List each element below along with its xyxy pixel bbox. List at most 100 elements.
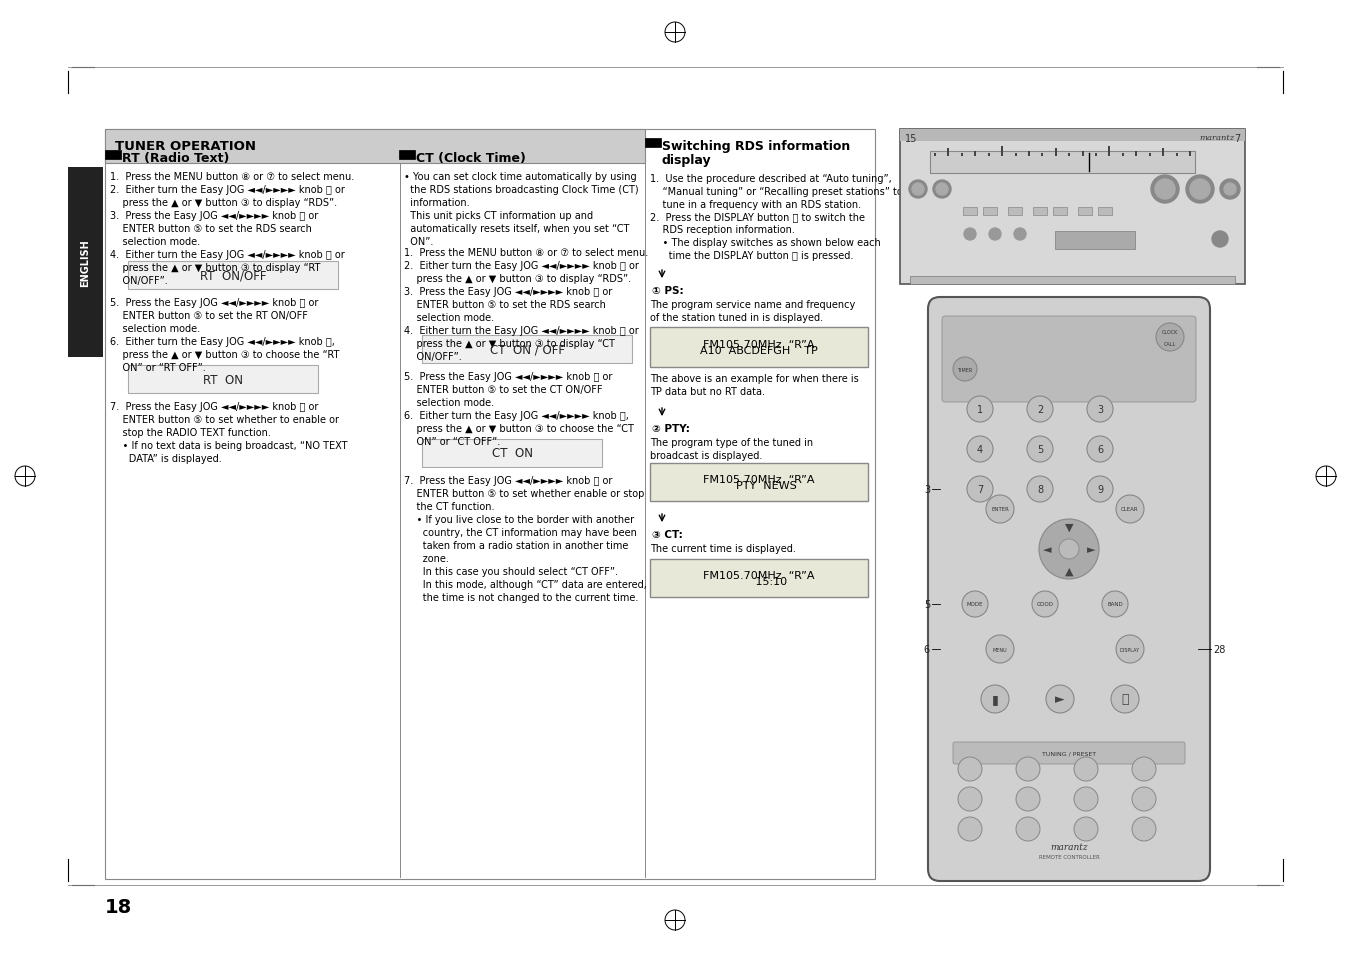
Circle shape xyxy=(1116,496,1144,523)
Text: ►: ► xyxy=(1055,693,1065,706)
Circle shape xyxy=(1015,229,1025,241)
Text: A10  ABCDEFGH    TP: A10 ABCDEFGH TP xyxy=(700,346,817,355)
Circle shape xyxy=(1074,787,1098,811)
Text: GOOD: GOOD xyxy=(1036,602,1054,607)
Text: 15:10: 15:10 xyxy=(731,577,788,586)
Text: ◄: ◄ xyxy=(1043,544,1051,555)
Text: CT  ON: CT ON xyxy=(492,447,532,460)
Circle shape xyxy=(1039,519,1098,579)
Text: REMOTE CONTROLLER: REMOTE CONTROLLER xyxy=(1039,855,1100,860)
Circle shape xyxy=(958,787,982,811)
Text: PTY  NEWS: PTY NEWS xyxy=(721,480,796,491)
Text: MODE: MODE xyxy=(967,602,984,607)
Text: CALL: CALL xyxy=(1163,341,1177,346)
FancyBboxPatch shape xyxy=(928,297,1210,882)
Circle shape xyxy=(909,181,927,199)
Text: 1.  Use the procedure described at “Auto tuning”,
    “Manual tuning” or “Recall: 1. Use the procedure described at “Auto … xyxy=(650,173,902,210)
Circle shape xyxy=(1088,396,1113,422)
Text: ⏸: ⏸ xyxy=(1121,693,1128,706)
Bar xyxy=(947,149,950,157)
Circle shape xyxy=(1186,175,1215,204)
Text: The program type of the tuned in
broadcast is displayed.: The program type of the tuned in broadca… xyxy=(650,437,813,460)
Circle shape xyxy=(958,758,982,781)
Circle shape xyxy=(981,685,1009,713)
Text: 28: 28 xyxy=(1213,644,1225,655)
Text: 1.  Press the MENU button ⑧ or ⑦ to select menu.
2.  Either turn the Easy JOG ◄◄: 1. Press the MENU button ⑧ or ⑦ to selec… xyxy=(109,172,354,286)
Bar xyxy=(963,208,977,215)
Bar xyxy=(1098,208,1112,215)
Text: TUNING / PRESET: TUNING / PRESET xyxy=(1042,751,1096,756)
Bar xyxy=(1052,208,1067,215)
Bar xyxy=(1034,208,1047,215)
Bar xyxy=(961,153,963,157)
Text: 2: 2 xyxy=(1036,405,1043,415)
Bar xyxy=(128,366,317,394)
Text: MENU: MENU xyxy=(993,647,1008,652)
Circle shape xyxy=(1156,324,1183,352)
Text: The above is an example for when there is
TP data but no RT data.: The above is an example for when there i… xyxy=(650,374,859,396)
Text: ▲: ▲ xyxy=(1065,566,1073,577)
Circle shape xyxy=(952,357,977,381)
Text: RT  ON/OFF: RT ON/OFF xyxy=(200,269,266,282)
Text: 3: 3 xyxy=(1097,405,1102,415)
Text: 8: 8 xyxy=(1038,484,1043,495)
Text: 9: 9 xyxy=(1097,484,1102,495)
Bar xyxy=(984,208,997,215)
Text: 3: 3 xyxy=(924,484,929,495)
Text: ▮: ▮ xyxy=(992,693,998,706)
Bar xyxy=(1108,147,1111,157)
Circle shape xyxy=(1220,180,1240,200)
Circle shape xyxy=(1132,787,1156,811)
Text: 5: 5 xyxy=(924,599,929,609)
Bar xyxy=(1028,152,1029,157)
Text: marantz: marantz xyxy=(1200,133,1235,142)
Bar xyxy=(1069,153,1070,157)
Text: RT  ON: RT ON xyxy=(203,374,243,386)
Bar xyxy=(650,559,867,598)
Text: FM105.70MHz  “R”A: FM105.70MHz “R”A xyxy=(704,339,815,350)
Circle shape xyxy=(1116,636,1144,663)
Bar xyxy=(105,130,875,879)
Circle shape xyxy=(986,496,1015,523)
Bar xyxy=(1001,147,1002,157)
Text: CLEAR: CLEAR xyxy=(1121,507,1139,512)
Bar xyxy=(900,130,1246,142)
Text: ENGLISH: ENGLISH xyxy=(81,239,91,287)
Circle shape xyxy=(1027,436,1052,462)
Text: ③ CT:: ③ CT: xyxy=(653,530,682,539)
Bar xyxy=(974,152,977,157)
Circle shape xyxy=(1151,175,1179,204)
Circle shape xyxy=(1111,685,1139,713)
Text: FM105.70MHz  “R”A: FM105.70MHz “R”A xyxy=(704,571,815,580)
Text: BAND: BAND xyxy=(1106,602,1123,607)
Text: 7: 7 xyxy=(977,484,984,495)
Text: 1: 1 xyxy=(977,405,984,415)
FancyBboxPatch shape xyxy=(952,742,1185,764)
Bar xyxy=(1189,152,1192,157)
Text: Switching RDS information: Switching RDS information xyxy=(662,140,850,152)
Circle shape xyxy=(1102,592,1128,618)
Circle shape xyxy=(1132,758,1156,781)
Bar xyxy=(1162,149,1165,157)
Text: 15: 15 xyxy=(905,133,917,144)
Text: display: display xyxy=(662,153,712,167)
Text: 5.  Press the Easy JOG ◄◄/►►►► knob ⓹ or
    ENTER button ⑤ to set the CT ON/OFF: 5. Press the Easy JOG ◄◄/►►►► knob ⓹ or … xyxy=(404,372,634,447)
FancyBboxPatch shape xyxy=(942,316,1196,402)
Text: ►: ► xyxy=(1086,544,1096,555)
Bar xyxy=(650,463,867,501)
Text: RT (Radio Text): RT (Radio Text) xyxy=(122,152,230,165)
Text: 18: 18 xyxy=(105,897,132,916)
Text: 7.  Press the Easy JOG ◄◄/►►►► knob ⓹ or
    ENTER button ⑤ to set whether to en: 7. Press the Easy JOG ◄◄/►►►► knob ⓹ or … xyxy=(109,401,347,464)
Circle shape xyxy=(1016,817,1040,841)
Bar xyxy=(68,168,103,357)
Bar xyxy=(128,262,338,290)
Circle shape xyxy=(967,476,993,502)
Circle shape xyxy=(967,396,993,422)
Bar xyxy=(1055,149,1056,157)
Text: 7: 7 xyxy=(1233,133,1240,144)
Circle shape xyxy=(1027,396,1052,422)
Bar xyxy=(1055,232,1135,250)
Bar xyxy=(929,152,1196,173)
Circle shape xyxy=(989,229,1001,241)
Circle shape xyxy=(1059,539,1079,559)
